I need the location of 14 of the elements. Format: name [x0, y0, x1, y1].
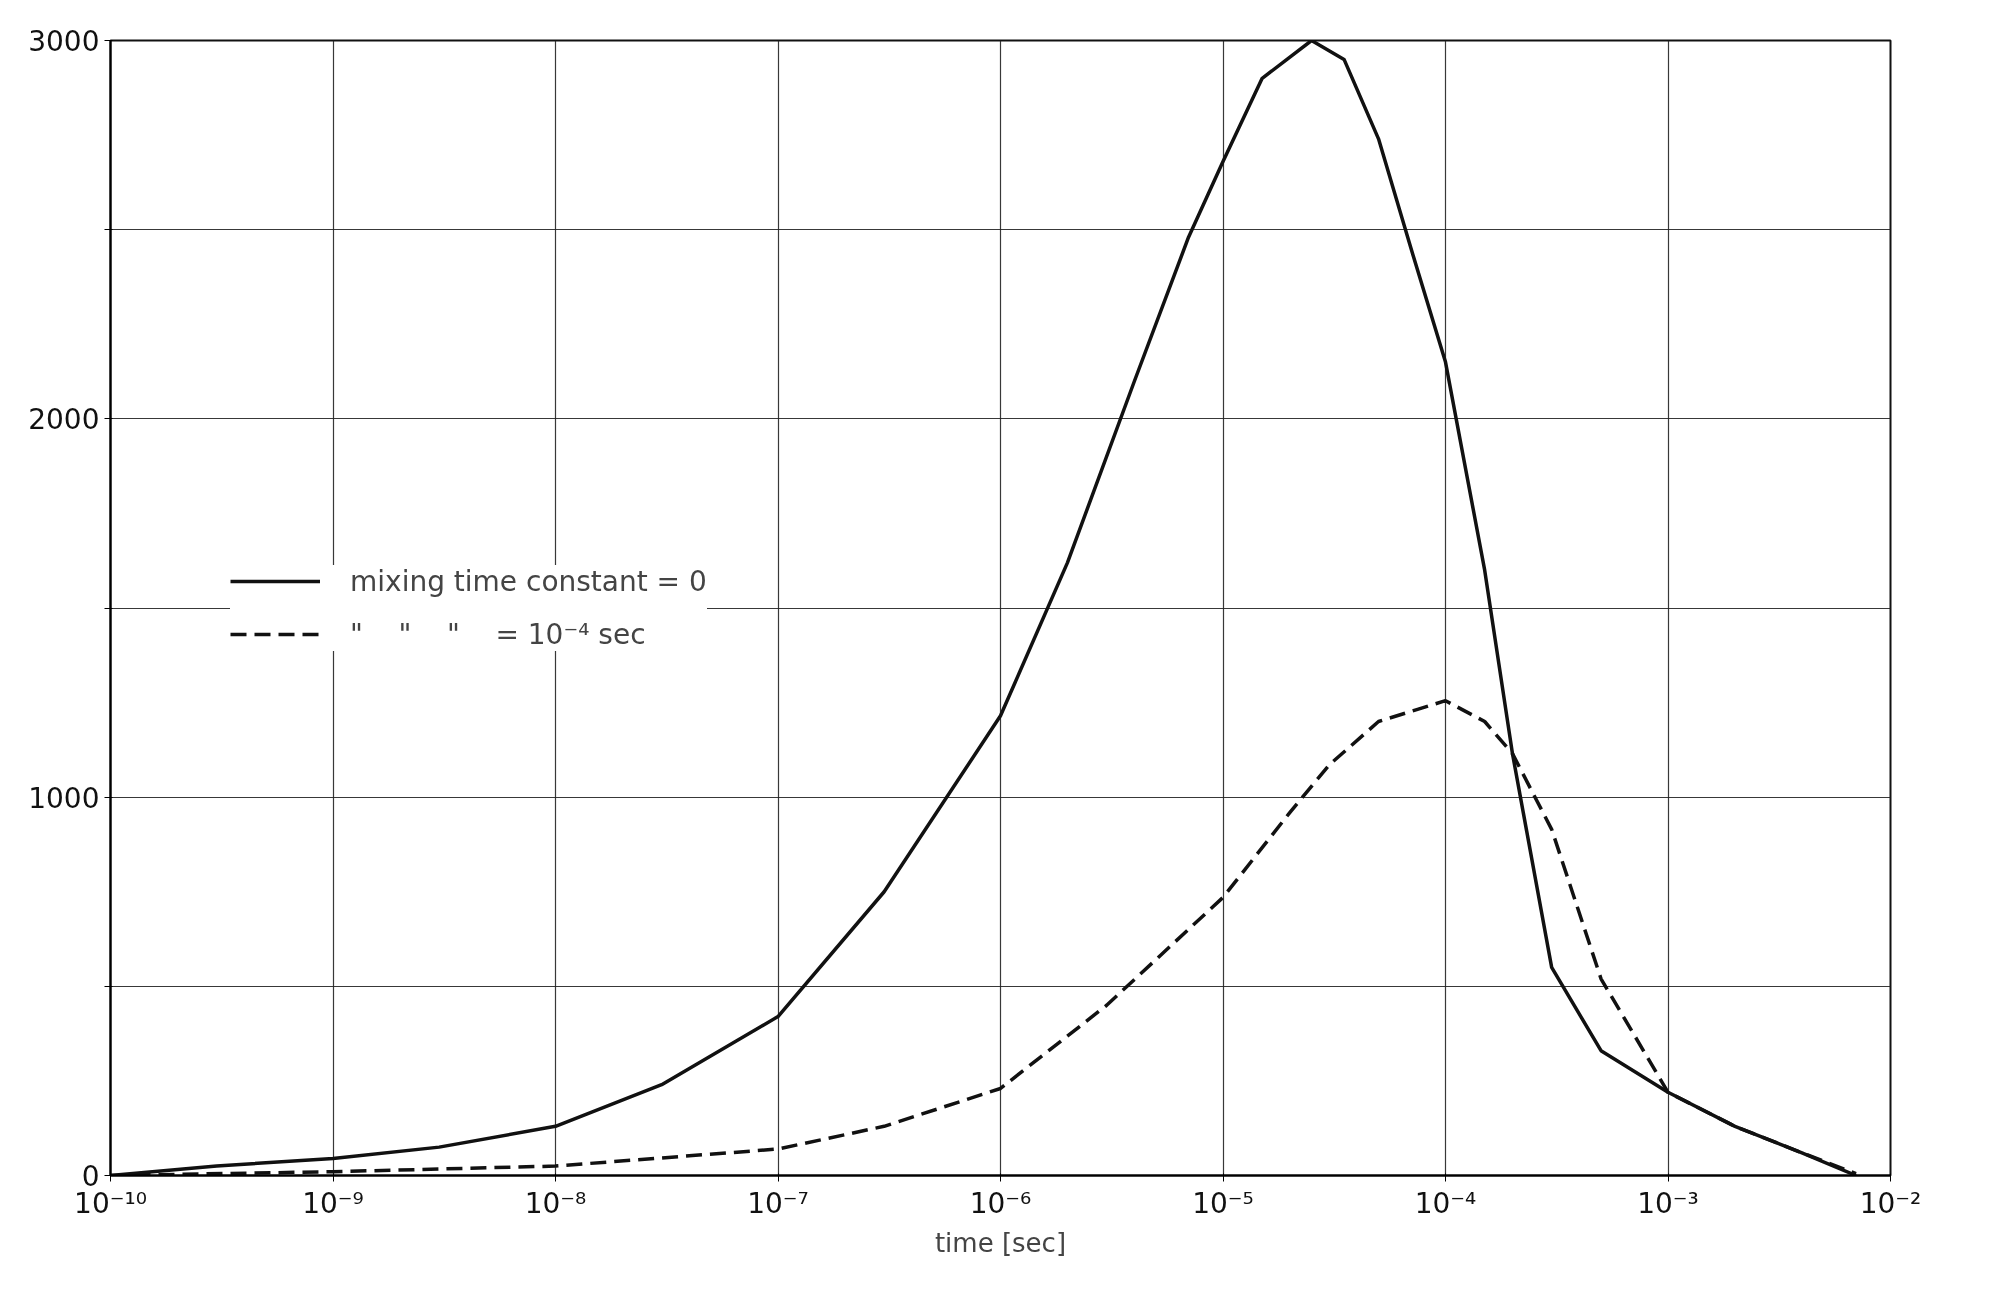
x-tick-label: 10⁻⁸ [524, 1186, 587, 1220]
x-tick-label: 10⁻² [1859, 1186, 1922, 1220]
legend-label: mixing time constant = 0 [350, 564, 707, 598]
y-tick-label: 3000 [28, 25, 100, 58]
x-tick-label: 10⁻⁹ [302, 1186, 364, 1220]
x-tick-label: 10⁻⁵ [1192, 1186, 1254, 1220]
y-tick-label: 2000 [28, 403, 100, 437]
legend-label: " " " = 10⁻⁴ sec [350, 617, 646, 651]
x-tick-label: 10⁻³ [1637, 1186, 1699, 1220]
x-tick-label: 10⁻⁶ [969, 1186, 1032, 1220]
y-tick-label: 1000 [28, 781, 100, 815]
x-axis-title: time [sec] [934, 1227, 1067, 1258]
x-tick-label: 10⁻⁷ [747, 1186, 809, 1220]
x-tick-label: 10⁻⁴ [1414, 1186, 1477, 1220]
